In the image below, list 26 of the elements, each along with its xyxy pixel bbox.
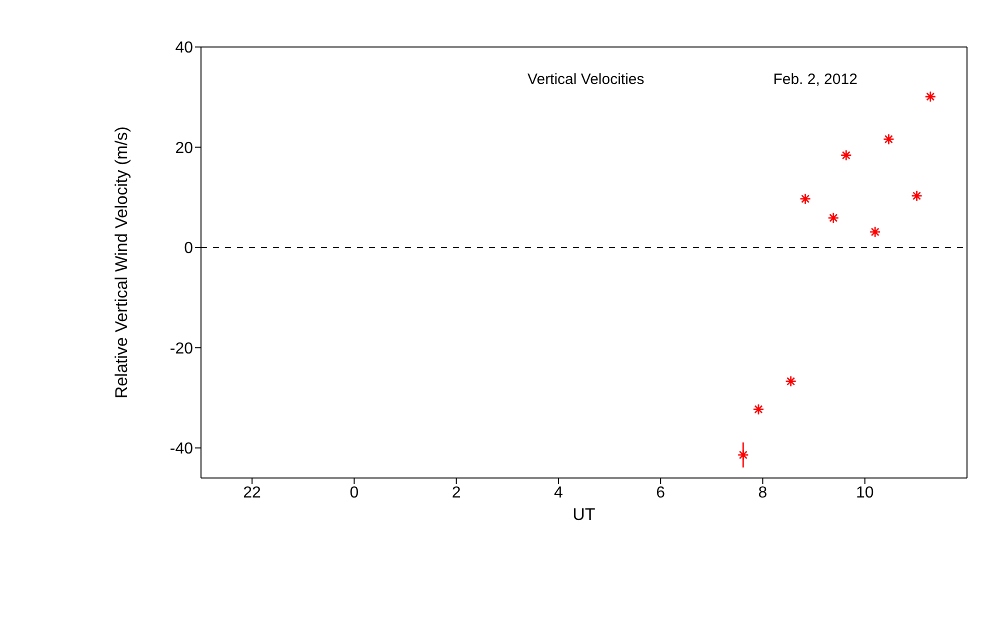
x-tick-label: 2 (452, 484, 461, 502)
y-tick-label: -40 (170, 440, 194, 458)
point (924, 90, 936, 102)
point (785, 376, 797, 387)
point (883, 134, 894, 145)
y-tick-label: -20 (170, 340, 194, 358)
point (800, 193, 811, 205)
x-tick-label: 6 (656, 484, 666, 502)
x-tick-label: 0 (350, 484, 359, 502)
y-tick-label: 20 (175, 140, 194, 157)
text: Vertical Velocities (528, 71, 644, 88)
point (840, 150, 852, 161)
y-axis-title: Relative Vertical Wind Velocity (m/s) (112, 126, 132, 399)
x-tick-label: 10 (856, 484, 874, 502)
x-axis-title: UT (572, 505, 596, 524)
point (828, 212, 840, 224)
y-tick-label: 40 (175, 40, 194, 57)
point (911, 190, 922, 202)
x-tick-label: 4 (554, 484, 564, 502)
x-tick-label: 8 (758, 484, 768, 502)
point (752, 404, 764, 416)
point (869, 226, 881, 238)
y-tick-label: 0 (184, 240, 194, 258)
point (737, 449, 749, 461)
text: Feb. 2, 2012 (773, 71, 858, 88)
x-tick-label: 22 (243, 484, 262, 502)
